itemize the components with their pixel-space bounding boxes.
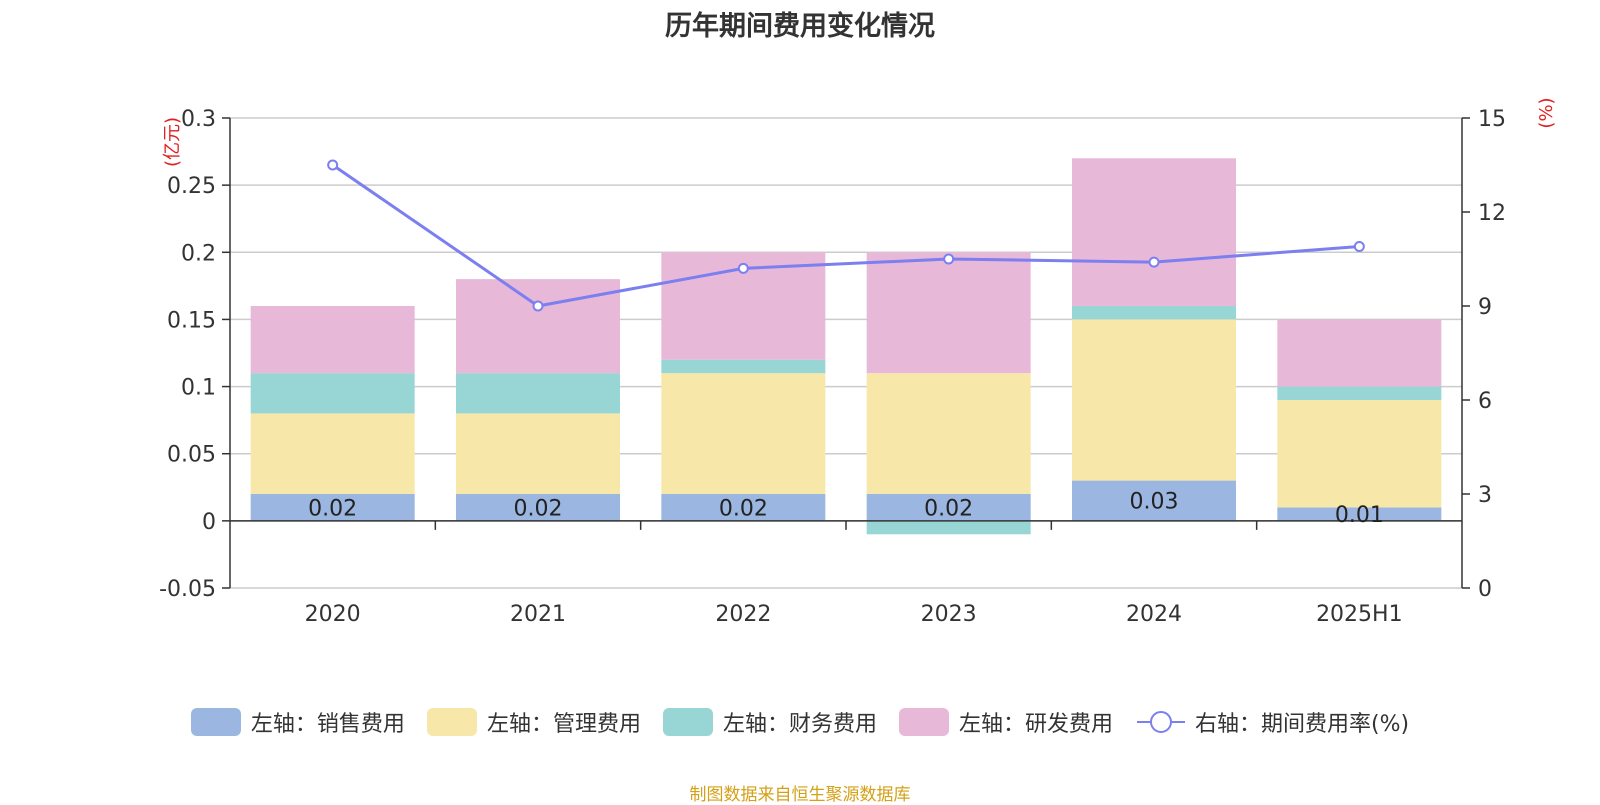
gridlines bbox=[230, 117, 1462, 589]
bar-segment bbox=[250, 413, 415, 494]
right-tick-label: 12 bbox=[1478, 201, 1506, 226]
legend-swatch-finance bbox=[662, 708, 713, 736]
right-tick-label: 0 bbox=[1478, 577, 1492, 602]
category-label: 2021 bbox=[510, 602, 566, 627]
legend-label-rnd: 左轴：研发费用 bbox=[958, 712, 1113, 737]
left-tick-label: 0.3 bbox=[181, 107, 216, 132]
legend-label-finance: 左轴：财务费用 bbox=[722, 712, 877, 737]
line-point bbox=[943, 253, 955, 265]
line-point bbox=[1353, 240, 1365, 252]
chart-title: 历年期间费用变化情况 bbox=[665, 11, 935, 42]
legend-item-finance[interactable]: 左轴：财务费用 bbox=[662, 706, 877, 738]
bar-segment bbox=[250, 494, 415, 521]
bar-segment bbox=[661, 494, 826, 521]
bar-segment bbox=[1072, 319, 1236, 481]
category-label: 2023 bbox=[921, 602, 977, 627]
legend-swatch-sales bbox=[190, 708, 241, 736]
legend: 左轴：销售费用 左轴：管理费用 左轴：财务费用 左轴：研发费用 右轴：期间费用率… bbox=[0, 706, 1600, 738]
data-label: 0.02 bbox=[308, 496, 357, 521]
line-point bbox=[532, 300, 544, 312]
bar-segment bbox=[1277, 319, 1442, 387]
bar-stacks bbox=[250, 158, 1442, 535]
data-label: 0.03 bbox=[1130, 490, 1179, 515]
line-path bbox=[331, 163, 1360, 308]
bar-segment bbox=[661, 359, 826, 374]
right-tick-label: 6 bbox=[1478, 389, 1492, 414]
left-axis-unit: (亿元) bbox=[162, 117, 183, 167]
bar-segment bbox=[456, 279, 620, 374]
bar-segment bbox=[866, 252, 1031, 374]
right-tick-label: 15 bbox=[1478, 107, 1506, 132]
bar-segment bbox=[456, 494, 620, 521]
bar-segment bbox=[456, 373, 620, 414]
line-point bbox=[1148, 256, 1160, 268]
right-tick-label: 3 bbox=[1478, 483, 1492, 508]
data-label: 0.01 bbox=[1335, 503, 1384, 528]
legend-swatch-admin bbox=[426, 708, 477, 736]
left-tick-label: 0 bbox=[202, 510, 216, 535]
bar-segment bbox=[250, 373, 415, 414]
expense-ratio-line bbox=[327, 159, 1365, 312]
line-point bbox=[737, 262, 749, 274]
data-label: 0.02 bbox=[514, 496, 563, 521]
left-tick-label: 0.05 bbox=[167, 443, 216, 468]
legend-item-sales[interactable]: 左轴：销售费用 bbox=[190, 706, 405, 738]
legend-item-admin[interactable]: 左轴：管理费用 bbox=[426, 706, 641, 738]
legend-label-admin: 左轴：管理费用 bbox=[486, 712, 641, 737]
bar-segment bbox=[1072, 306, 1236, 320]
bar-segment bbox=[866, 520, 1031, 535]
data-label: 0.02 bbox=[719, 496, 768, 521]
bar-segment bbox=[1277, 386, 1442, 400]
bar-segment bbox=[1072, 480, 1236, 521]
legend-label-ratio: 右轴：期间费用率(%) bbox=[1194, 712, 1410, 737]
left-tick-label: 0.1 bbox=[181, 376, 216, 401]
data-labels: 0.02 0.02 0.02 0.02 0.03 0.01 bbox=[308, 490, 1384, 528]
legend-item-rnd[interactable]: 左轴：研发费用 bbox=[898, 706, 1113, 738]
source-note: 制图数据来自恒生聚源数据库 bbox=[689, 785, 911, 805]
category-label: 2025H1 bbox=[1316, 602, 1403, 627]
bar-segment bbox=[866, 494, 1031, 521]
bar-segment bbox=[1072, 158, 1236, 306]
line-point bbox=[327, 159, 339, 171]
left-tick-label: 0.2 bbox=[181, 241, 216, 266]
bar-segment bbox=[661, 373, 826, 494]
bar-segment bbox=[1277, 400, 1442, 508]
right-axis-unit: (%) bbox=[1536, 97, 1557, 128]
left-tick-label: 0.15 bbox=[167, 308, 216, 333]
bar-segment bbox=[456, 413, 620, 494]
legend-label-sales: 左轴：销售费用 bbox=[250, 712, 405, 737]
category-label: 2022 bbox=[715, 602, 771, 627]
category-label: 2020 bbox=[305, 602, 361, 627]
bar-segment bbox=[1277, 507, 1442, 521]
bar-segment bbox=[250, 306, 415, 374]
left-tick-label: 0.25 bbox=[167, 174, 216, 199]
legend-item-ratio[interactable]: 右轴：期间费用率(%) bbox=[1135, 706, 1409, 738]
axes: -0.05 0 0.05 0.1 0.15 0.2 0.25 0.3 0 3 6 9 12 15 (亿元) (… bbox=[159, 97, 1557, 627]
legend-swatch-ratio bbox=[1136, 711, 1185, 733]
legend-swatch-rnd bbox=[898, 708, 949, 736]
category-label: 2024 bbox=[1126, 602, 1182, 627]
data-label: 0.02 bbox=[924, 496, 973, 521]
left-tick-label: -0.05 bbox=[159, 577, 216, 602]
right-tick-label: 9 bbox=[1478, 295, 1492, 320]
bar-segment bbox=[866, 373, 1031, 494]
